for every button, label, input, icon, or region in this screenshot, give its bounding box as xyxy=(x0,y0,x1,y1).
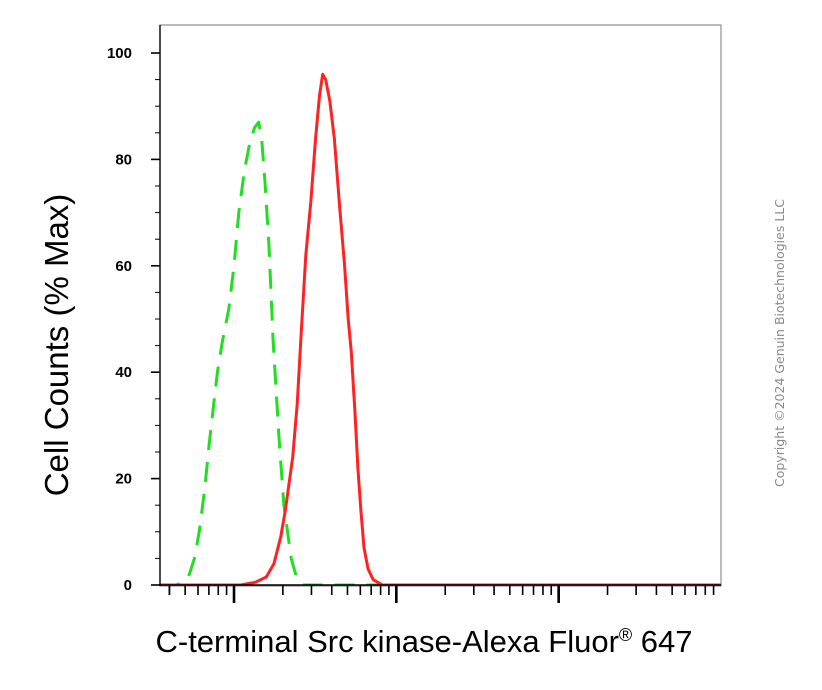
y-tick-label: 40 xyxy=(115,364,132,381)
series-line-1 xyxy=(160,120,721,587)
y-tick-label: 0 xyxy=(124,577,132,594)
x-axis-title-suffix: 647 xyxy=(632,624,692,659)
y-axis: 0 20 40 60 80 100 xyxy=(107,25,161,594)
y-tick-label: 80 xyxy=(115,151,132,168)
plot-frame xyxy=(159,24,722,587)
y-tick-label: 60 xyxy=(115,258,132,275)
y-tick-label: 100 xyxy=(107,45,132,62)
y-tick-label: 20 xyxy=(115,471,132,488)
x-axis xyxy=(159,584,721,603)
x-axis-title: C-terminal Src kinase-Alexa Fluor® 647 xyxy=(155,624,692,659)
copyright-notice: Copyright ©2024 Genuin Biotechnologies L… xyxy=(772,199,787,487)
x-axis-title-registered: ® xyxy=(619,625,632,645)
plot-lines xyxy=(160,72,721,587)
y-axis-title: Cell Counts (% Max) xyxy=(38,194,75,497)
series-line-2 xyxy=(160,72,721,587)
x-axis-title-main: C-terminal Src kinase-Alexa Fluor xyxy=(155,624,618,659)
